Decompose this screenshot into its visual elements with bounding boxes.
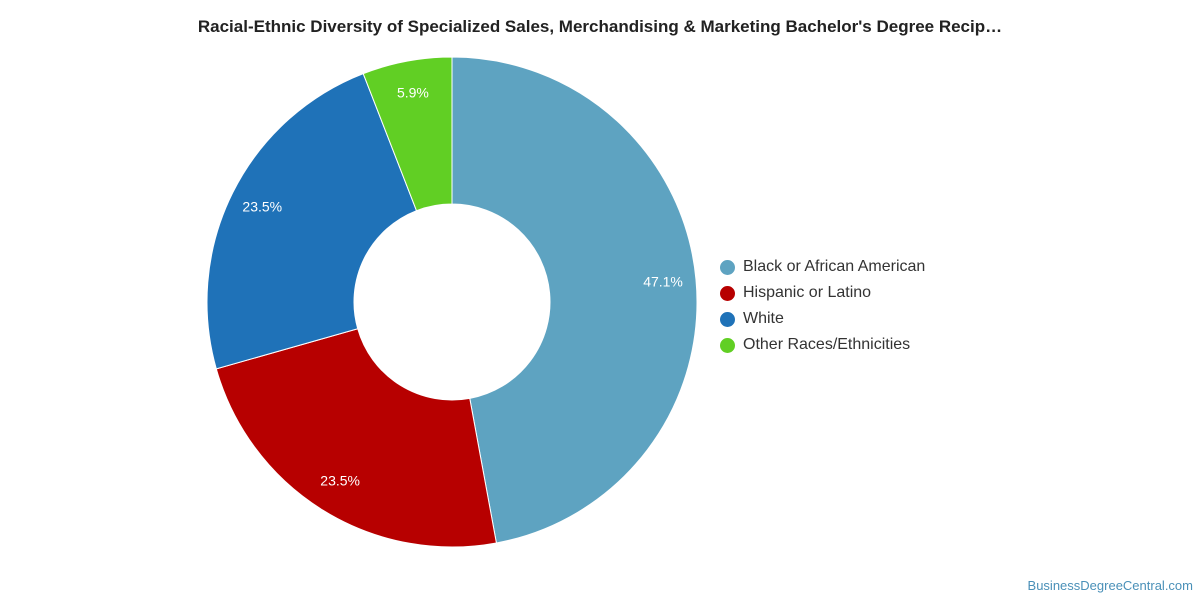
- chart-title: Racial-Ethnic Diversity of Specialized S…: [197, 17, 1003, 36]
- chart-legend: Black or African American Hispanic or La…: [720, 254, 925, 358]
- legend-item-other-races-ethnicities[interactable]: Other Races/Ethnicities: [720, 332, 925, 358]
- legend-item-black-or-african-american[interactable]: Black or African American: [720, 254, 925, 280]
- legend-swatch: [720, 311, 735, 327]
- legend-item-white[interactable]: White: [720, 306, 925, 332]
- legend-label: Hispanic or Latino: [743, 284, 872, 301]
- slice-label-other-races-ethnicities: 5.9%: [397, 84, 429, 100]
- slice-label-hispanic-or-latino: 23.5%: [320, 473, 360, 489]
- legend-swatch: [720, 259, 735, 275]
- legend-label: White: [743, 310, 784, 327]
- slice-white[interactable]: [206, 72, 418, 370]
- slice-labels: 47.1% 23.5% 23.5% 5.9%: [242, 84, 682, 488]
- slice-label-black-or-african-american: 47.1%: [643, 273, 683, 289]
- legend-label: Other Races/Ethnicities: [743, 336, 911, 353]
- legend-label: Black or African American: [743, 258, 926, 275]
- legend-swatch: [720, 285, 735, 301]
- slice-label-white: 23.5%: [242, 198, 282, 214]
- legend-item-hispanic-or-latino[interactable]: Hispanic or Latino: [720, 280, 925, 306]
- donut-slices: [206, 56, 698, 548]
- legend-swatch: [720, 337, 735, 353]
- slice-black-or-african-american[interactable]: [451, 56, 698, 544]
- slice-hispanic-or-latino[interactable]: [215, 328, 497, 548]
- source-credit[interactable]: BusinessDegreeCentral.com: [1027, 578, 1193, 593]
- slice-other-races-ethnicities[interactable]: [362, 56, 453, 212]
